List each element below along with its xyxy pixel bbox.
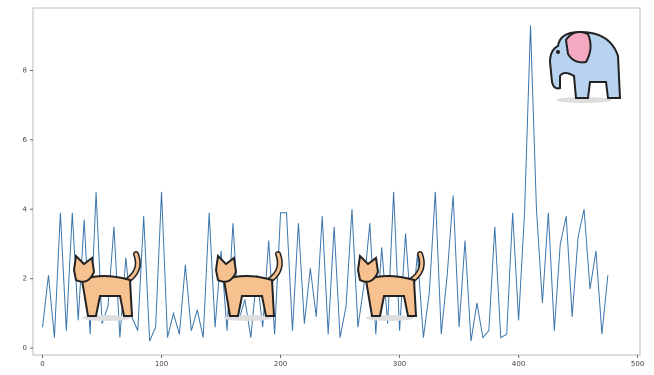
y-tick-label: 0 — [23, 344, 27, 352]
chart: 0 2 4 6 8 0 100 200 300 400 500 — [0, 0, 654, 375]
y-tick-label: 2 — [23, 275, 27, 283]
x-tick-label: 0 — [40, 360, 44, 368]
y-tick-label: 4 — [23, 205, 28, 213]
x-tick-label: 100 — [155, 360, 168, 368]
elephant-icon — [550, 32, 620, 103]
x-tick-label: 200 — [274, 360, 287, 368]
x-tick-label: 400 — [512, 360, 525, 368]
y-tick-label: 6 — [23, 136, 28, 144]
x-tick-label: 300 — [393, 360, 406, 368]
y-tick-label: 8 — [23, 66, 27, 74]
x-tick-label: 500 — [631, 360, 644, 368]
